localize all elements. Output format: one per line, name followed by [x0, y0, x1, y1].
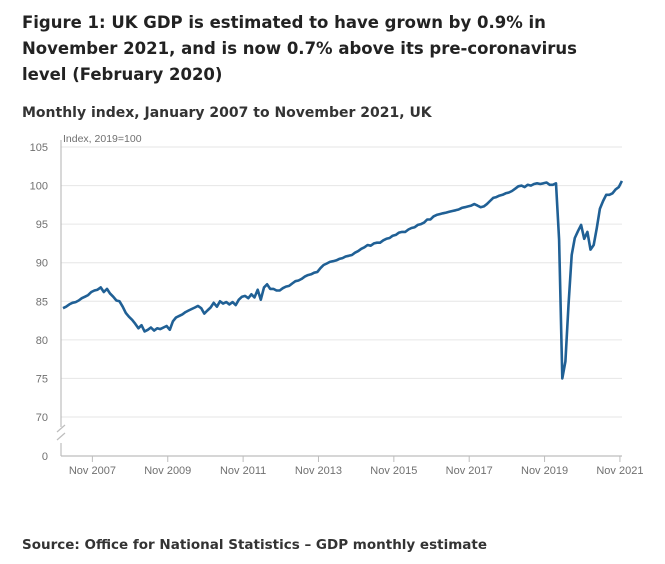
y-tick-label: 90	[36, 258, 48, 270]
y-tick-label: 100	[30, 181, 48, 193]
y-tick-label: 75	[36, 373, 48, 385]
y-axis-unit-label: Index, 2019=100	[63, 133, 142, 145]
y-tick-label: 85	[36, 296, 48, 308]
y-tick-label: 80	[36, 335, 48, 347]
y-tick-label: 95	[36, 219, 48, 231]
axis-break-icon	[55, 424, 67, 443]
x-tick-label: Nov 2019	[521, 465, 568, 477]
x-tick-label: Nov 2017	[446, 465, 493, 477]
x-tick-label: Nov 2011	[220, 465, 266, 477]
x-tick-label: Nov 2021	[596, 465, 643, 477]
figure-title: Figure 1: UK GDP is estimated to have gr…	[22, 13, 577, 84]
series-line-gdp-index	[62, 180, 624, 380]
x-tick-label: Nov 2009	[144, 465, 191, 477]
y-tick-label: 70	[36, 412, 48, 424]
y-tick-label: 0	[42, 451, 48, 463]
chart-subtitle: Monthly index, January 2007 to November …	[22, 105, 432, 121]
x-tick-label: Nov 2015	[370, 465, 417, 477]
x-tick-label: Nov 2013	[295, 465, 342, 477]
x-tick-label: Nov 2007	[69, 465, 116, 477]
source-note: Source: Office for National Statistics –…	[22, 537, 487, 553]
y-tick-label: 105	[30, 142, 48, 154]
